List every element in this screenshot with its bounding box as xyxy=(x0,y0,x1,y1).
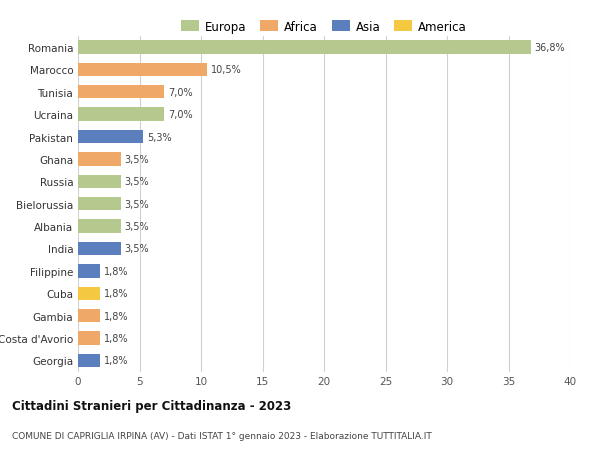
Text: 3,5%: 3,5% xyxy=(125,199,149,209)
Text: 1,8%: 1,8% xyxy=(104,356,128,366)
Legend: Europa, Africa, Asia, America: Europa, Africa, Asia, America xyxy=(176,16,472,38)
Text: 3,5%: 3,5% xyxy=(125,222,149,232)
Text: Cittadini Stranieri per Cittadinanza - 2023: Cittadini Stranieri per Cittadinanza - 2… xyxy=(12,399,291,412)
Bar xyxy=(78,153,121,166)
Bar xyxy=(78,108,164,122)
Text: 36,8%: 36,8% xyxy=(535,43,565,53)
Text: 1,8%: 1,8% xyxy=(104,266,128,276)
Bar xyxy=(78,331,100,345)
Text: 7,0%: 7,0% xyxy=(168,110,193,120)
Bar xyxy=(78,264,100,278)
Bar xyxy=(78,41,530,55)
Text: COMUNE DI CAPRIGLIA IRPINA (AV) - Dati ISTAT 1° gennaio 2023 - Elaborazione TUTT: COMUNE DI CAPRIGLIA IRPINA (AV) - Dati I… xyxy=(12,431,432,441)
Bar xyxy=(78,86,164,99)
Bar xyxy=(78,220,121,233)
Bar xyxy=(78,197,121,211)
Text: 1,8%: 1,8% xyxy=(104,333,128,343)
Bar xyxy=(78,130,143,144)
Text: 3,5%: 3,5% xyxy=(125,177,149,187)
Text: 10,5%: 10,5% xyxy=(211,65,242,75)
Text: 7,0%: 7,0% xyxy=(168,88,193,98)
Text: 3,5%: 3,5% xyxy=(125,155,149,165)
Text: 1,8%: 1,8% xyxy=(104,311,128,321)
Bar xyxy=(78,354,100,367)
Bar xyxy=(78,63,207,77)
Bar xyxy=(78,309,100,323)
Bar xyxy=(78,175,121,189)
Text: 1,8%: 1,8% xyxy=(104,289,128,299)
Bar xyxy=(78,287,100,300)
Bar xyxy=(78,242,121,256)
Text: 3,5%: 3,5% xyxy=(125,244,149,254)
Text: 5,3%: 5,3% xyxy=(147,132,172,142)
